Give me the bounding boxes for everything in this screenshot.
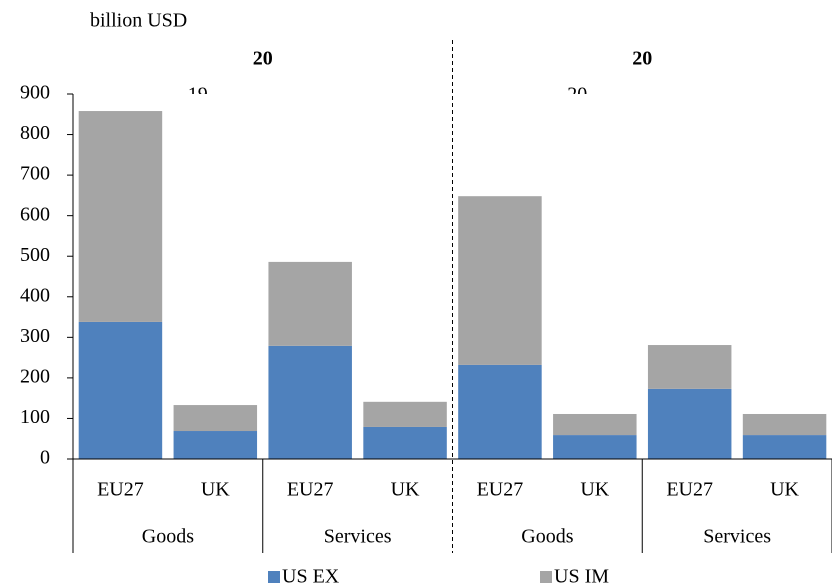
y-tick-label: 700 bbox=[20, 163, 50, 185]
y-tick-label: 800 bbox=[20, 122, 50, 144]
bar-segment bbox=[78, 321, 163, 459]
bar-segment bbox=[363, 401, 447, 427]
bar-segment bbox=[268, 345, 352, 459]
legend-label: US IM bbox=[554, 566, 609, 588]
y-tick-label: 100 bbox=[20, 406, 50, 428]
bar-segment bbox=[742, 413, 827, 436]
bar-segment bbox=[173, 405, 258, 432]
legend-swatch bbox=[268, 571, 280, 583]
y-axis-label: billion USD bbox=[90, 10, 187, 32]
y-tick-label: 300 bbox=[20, 325, 50, 347]
x-tick-label: EU27 bbox=[287, 479, 334, 501]
x-tick-label: EU27 bbox=[97, 479, 144, 501]
y-tick-label: 900 bbox=[20, 82, 50, 104]
x-tick-label: EU27 bbox=[477, 479, 524, 501]
bar-segment bbox=[173, 431, 258, 459]
y-tick-label: 400 bbox=[20, 284, 50, 306]
x-tick-label: UK bbox=[770, 479, 799, 501]
period-sublabel: 19 bbox=[188, 84, 208, 106]
legend-label: US EX bbox=[282, 566, 340, 588]
group-label: Goods bbox=[521, 526, 573, 548]
period-label: 20 bbox=[632, 48, 652, 70]
y-tick-label: 600 bbox=[20, 203, 50, 225]
bar-segment bbox=[647, 388, 732, 459]
x-tick-label: UK bbox=[580, 479, 609, 501]
group-label: Goods bbox=[142, 526, 194, 548]
y-tick-label: 500 bbox=[20, 244, 50, 266]
legend-swatch bbox=[540, 571, 552, 583]
x-tick-label: EU27 bbox=[666, 479, 713, 501]
bar-segment bbox=[78, 111, 163, 322]
x-tick-label: UK bbox=[201, 479, 230, 501]
bar-segment bbox=[363, 426, 447, 459]
bar-segment bbox=[647, 345, 732, 389]
x-tick-label: UK bbox=[391, 479, 420, 501]
bar-segment bbox=[553, 435, 637, 459]
y-tick-label: 0 bbox=[40, 447, 50, 469]
bar-segment bbox=[553, 413, 637, 436]
period-sublabel: 20 bbox=[567, 84, 587, 106]
bar-segment bbox=[458, 364, 542, 459]
bar-segment bbox=[458, 196, 542, 365]
y-tick-label: 200 bbox=[20, 365, 50, 387]
period-label: 20 bbox=[253, 48, 273, 70]
group-label: Services bbox=[324, 526, 392, 548]
bar-segment bbox=[742, 435, 827, 459]
group-label: Services bbox=[703, 526, 771, 548]
bar-segment bbox=[268, 261, 352, 346]
